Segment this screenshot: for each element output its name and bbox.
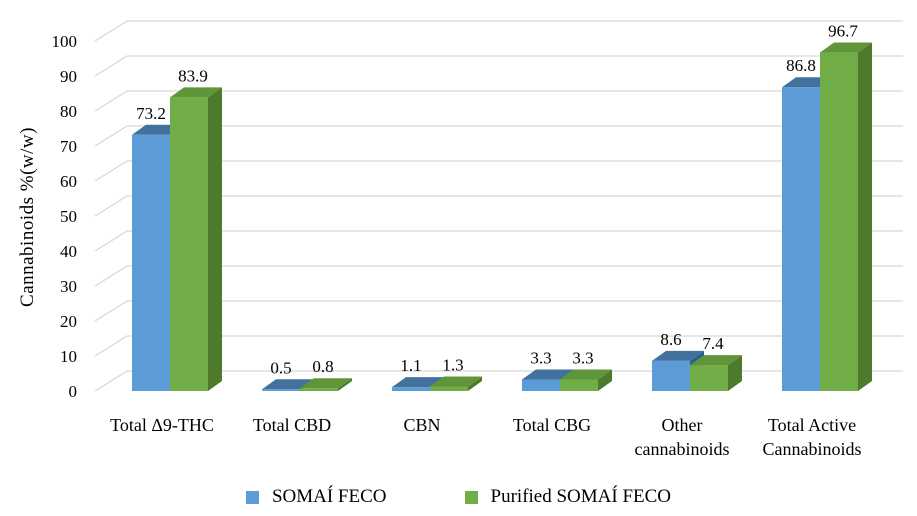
bar-value-label: 3.3 (530, 348, 551, 367)
bar-side-face (728, 355, 742, 391)
legend-label-somai-feco: SOMAÍ FECO (271, 486, 387, 507)
bar-side-face (338, 378, 352, 391)
bar-top-face (690, 355, 742, 366)
bar-top-face (170, 87, 222, 98)
bar-value-label: 86.8 (786, 56, 816, 75)
gridline-slant (94, 300, 128, 322)
bar-value-label: 83.9 (178, 66, 208, 85)
bar-value-label: 0.8 (312, 357, 333, 376)
category-label: Total CBD (253, 415, 331, 435)
legend-item-purified-somai-feco: Purified SOMAÍ FECO (464, 486, 672, 508)
bar-front-face (300, 388, 338, 391)
bar-front-face (560, 379, 598, 391)
bar-value-label: 3.3 (572, 348, 593, 367)
gridline-slant (94, 265, 128, 287)
bar-value-label: 0.5 (270, 358, 291, 377)
bar-front-face (782, 87, 820, 391)
category-label: Total Active (768, 415, 856, 435)
y-tick-label: 20 (60, 312, 77, 331)
bar-front-face (262, 389, 300, 391)
bar-top-face (392, 377, 444, 388)
legend: SOMAÍ FECO Purified SOMAÍ FECO (0, 486, 917, 508)
bar-top-face (522, 369, 574, 380)
legend-item-somai-feco: SOMAÍ FECO (245, 486, 387, 508)
bar-top-face (560, 369, 612, 380)
bar-top-face (430, 376, 482, 387)
gridline-slant (94, 55, 128, 77)
y-tick-label: 90 (60, 67, 77, 86)
bar-value-label: 7.4 (702, 334, 724, 353)
bar-front-face (652, 360, 690, 391)
bar-side-face (468, 376, 482, 391)
y-tick-label: 30 (60, 277, 77, 296)
bar-front-face (132, 134, 170, 392)
bar-front-face (392, 387, 430, 391)
bar-side-face (208, 87, 222, 391)
category-label: Total CBG (513, 415, 591, 435)
bar-value-label: 1.1 (400, 356, 421, 375)
gridline-slant (94, 90, 128, 112)
bar-side-face (858, 42, 872, 392)
gridline-slant (94, 370, 128, 392)
y-tick-label: 10 (60, 347, 77, 366)
bar-value-label: 73.2 (136, 104, 166, 123)
bar-side-face (598, 369, 612, 391)
bar-value-label: 8.6 (660, 330, 681, 349)
y-tick-label: 60 (60, 172, 77, 191)
category-label: Cannabinoids (763, 439, 862, 459)
y-axis-title: Cannabinoids %(w/w) (17, 127, 38, 307)
bar-top-face (262, 379, 314, 390)
bar-front-face (690, 365, 728, 391)
bar-value-label: 96.7 (828, 22, 858, 41)
y-tick-label: 80 (60, 102, 77, 121)
gridline-slant (94, 20, 128, 42)
y-tick-label: 50 (60, 207, 77, 226)
bar-front-face (430, 386, 468, 391)
category-label: Other (662, 415, 703, 435)
gridline-slant (94, 160, 128, 182)
bar-top-face (300, 378, 352, 389)
bar-top-face (652, 350, 704, 361)
bar-top-face (820, 42, 872, 53)
legend-swatch-green-icon (464, 490, 478, 504)
bar-front-face (820, 52, 858, 392)
bar-front-face (170, 97, 208, 391)
y-tick-label: 40 (60, 242, 77, 261)
legend-label-purified-somai-feco: Purified SOMAÍ FECO (490, 486, 672, 507)
legend-swatch-blue-icon (245, 490, 259, 504)
y-tick-label: 70 (60, 137, 77, 156)
category-label: CBN (403, 415, 440, 435)
gridline-slant (94, 230, 128, 252)
y-tick-label: 0 (69, 382, 78, 401)
y-tick-label: 100 (52, 32, 78, 51)
gridline-slant (94, 335, 128, 357)
category-label: cannabinoids (635, 439, 730, 459)
gridline-slant (94, 125, 128, 147)
category-label: Total Δ9-THC (110, 415, 214, 435)
bar-front-face (522, 379, 560, 391)
bar-value-label: 1.3 (442, 355, 463, 374)
gridline-slant (94, 195, 128, 217)
